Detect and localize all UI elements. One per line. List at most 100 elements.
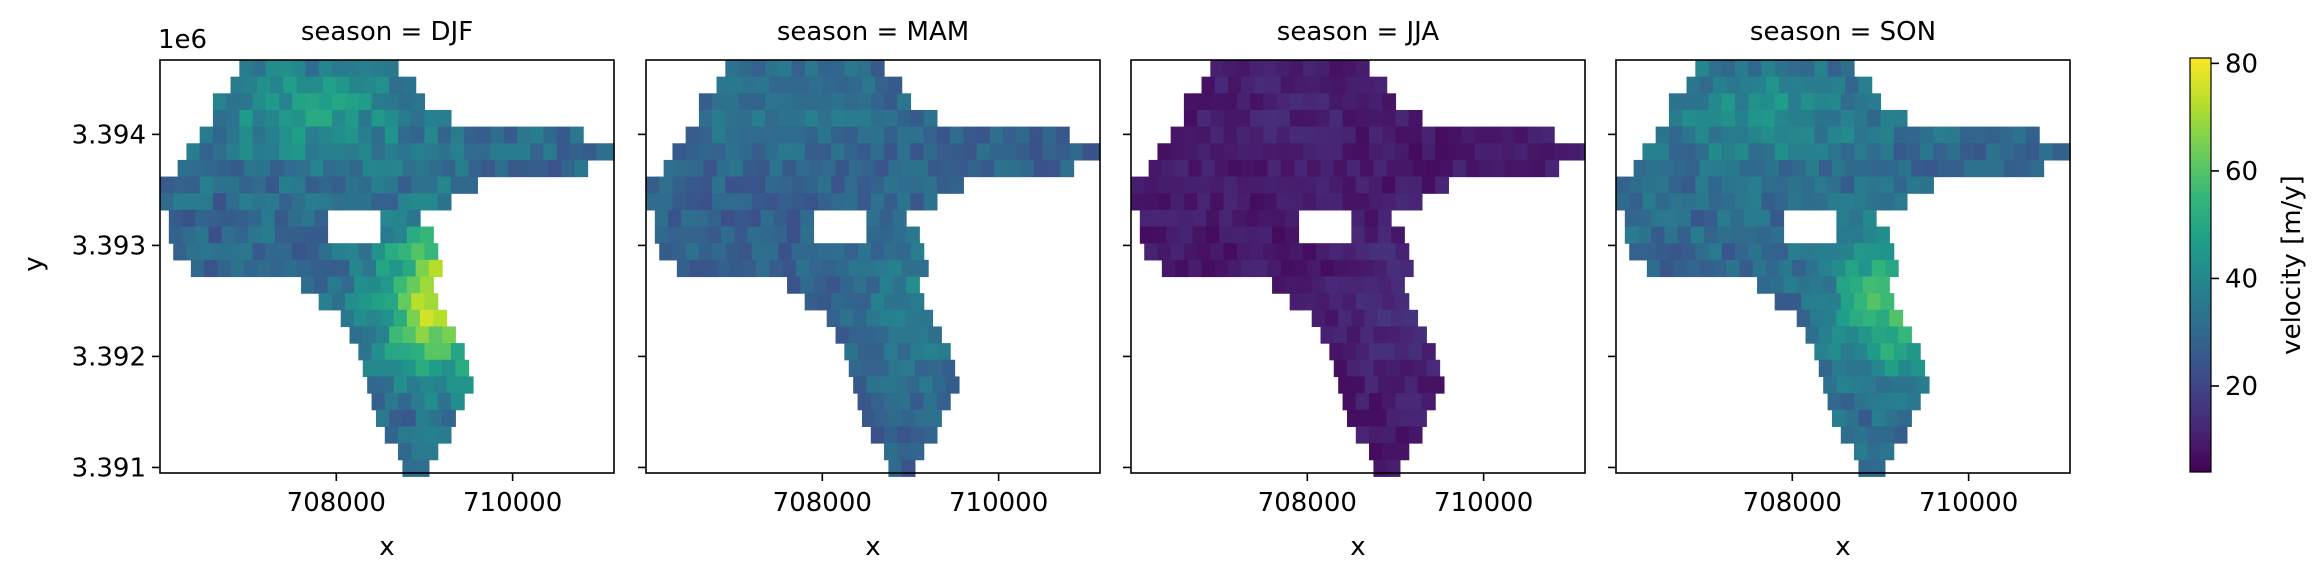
heatmap-cell <box>424 126 439 144</box>
colorbar-tick-label: 40 <box>2225 264 2258 294</box>
heatmap-cell <box>875 76 890 94</box>
heatmap-cell <box>1708 143 1723 161</box>
heatmap-cell <box>230 76 245 94</box>
heatmap-cell <box>914 326 929 344</box>
heatmap-cell <box>1845 76 1860 94</box>
heatmap-cell <box>1906 143 1921 161</box>
heatmap-cell <box>1748 143 1763 161</box>
heatmap-cell <box>1708 93 1723 111</box>
heatmap-cell <box>393 309 408 328</box>
heatmap-cell <box>1739 259 1754 278</box>
heatmap-cell <box>270 76 285 94</box>
heatmap-cell <box>1377 376 1392 394</box>
heatmap-cell <box>795 159 810 178</box>
heatmap-cell <box>791 60 806 78</box>
heatmap-cell <box>279 126 293 144</box>
heatmap-cell <box>362 259 377 278</box>
heatmap-cell <box>1223 109 1238 128</box>
heatmap-cell <box>305 93 320 111</box>
heatmap-cell <box>1060 159 1075 178</box>
heatmap-cell <box>1395 193 1410 211</box>
heatmap-cell <box>1827 343 1842 361</box>
heatmap-cell <box>1311 276 1326 294</box>
heatmap-cell <box>716 259 731 278</box>
heatmap-cell <box>804 126 819 144</box>
heatmap-cell <box>358 93 373 111</box>
heatmap-cells-mam <box>646 60 1101 477</box>
heatmap-cell <box>265 93 280 111</box>
heatmap-cell <box>1814 293 1829 311</box>
heatmap-cell <box>384 109 399 128</box>
heatmap-cell <box>698 143 713 161</box>
heatmap-cell <box>1748 176 1763 194</box>
heatmap-cell <box>2025 126 2040 144</box>
heatmap-cell <box>1395 176 1410 194</box>
heatmap-cell <box>1801 143 1815 161</box>
heatmap-cell <box>1320 259 1335 278</box>
heatmap-cell <box>1805 159 1820 178</box>
heatmap-cell <box>1408 426 1423 444</box>
heatmap-cell <box>1355 93 1370 111</box>
heatmap-cell <box>910 426 925 444</box>
heatmap-cell <box>1721 126 1736 144</box>
heatmap-cell <box>1236 176 1251 194</box>
heatmap-cell <box>274 209 289 228</box>
heatmap-cell <box>1316 193 1330 211</box>
heatmap-cell <box>1695 60 1710 78</box>
heatmap-cell <box>1792 76 1807 94</box>
heatmap-cell <box>1333 76 1348 94</box>
heatmap-cell <box>1898 326 1912 344</box>
heatmap-cell <box>248 226 262 244</box>
heatmap-cell <box>980 159 995 178</box>
heatmap-cell <box>1210 176 1225 194</box>
heatmap-cell <box>248 209 262 228</box>
heatmap-cell <box>1395 443 1410 461</box>
heatmap-cell <box>177 159 192 178</box>
heatmap-cell <box>769 76 784 94</box>
heatmap-cell <box>1492 159 1507 178</box>
heatmap-cell <box>1920 176 1934 194</box>
heatmap-cell <box>1201 259 1216 278</box>
heatmap-cell <box>1307 259 1322 278</box>
heatmap-cell <box>923 426 938 444</box>
heatmap-cell <box>1364 276 1379 294</box>
heatmap-cell <box>292 243 307 261</box>
heatmap-cell <box>1201 159 1216 178</box>
heatmap-cell <box>1003 143 1017 161</box>
heatmap-cell <box>884 293 898 311</box>
heatmap-cell <box>857 143 872 161</box>
heatmap-cell <box>1302 126 1317 144</box>
heatmap-cell <box>420 309 434 328</box>
heatmap-cell <box>279 60 293 78</box>
heatmap-cell <box>879 276 894 294</box>
heatmap-cell <box>1682 93 1696 111</box>
heatmap-cell <box>1285 226 1300 244</box>
heatmap-cell <box>1818 76 1833 94</box>
heatmap-cell <box>556 126 571 144</box>
heatmap-cell <box>234 209 249 228</box>
heatmap-cell <box>349 159 364 178</box>
heatmap-cell <box>897 293 912 311</box>
heatmap-cell <box>1545 159 1560 178</box>
heatmap-cell <box>1289 293 1304 311</box>
heatmap-cell <box>1373 259 1388 278</box>
heatmap-cell <box>411 126 426 144</box>
heatmap-cell <box>870 60 885 78</box>
heatmap-cell <box>517 143 531 161</box>
heatmap-cell <box>1029 126 1044 144</box>
x-tick-label: 708000 <box>773 488 872 518</box>
heatmap-cell <box>1223 93 1238 111</box>
heatmap-cell <box>1205 226 1220 244</box>
heatmap-cell <box>1369 176 1383 194</box>
heatmap-cell <box>1814 143 1829 161</box>
heatmap-cell <box>1188 159 1203 178</box>
heatmap-cell <box>1884 259 1899 278</box>
heatmap-cell <box>362 359 377 378</box>
heatmap-cell <box>1876 276 1890 294</box>
heatmap-cell <box>817 126 832 144</box>
heatmap-cell <box>1638 209 1652 228</box>
heatmap-cell <box>945 376 960 394</box>
heatmap-cell <box>910 176 925 194</box>
heatmap-cell <box>1157 176 1172 194</box>
heatmap-cell <box>1236 126 1251 144</box>
